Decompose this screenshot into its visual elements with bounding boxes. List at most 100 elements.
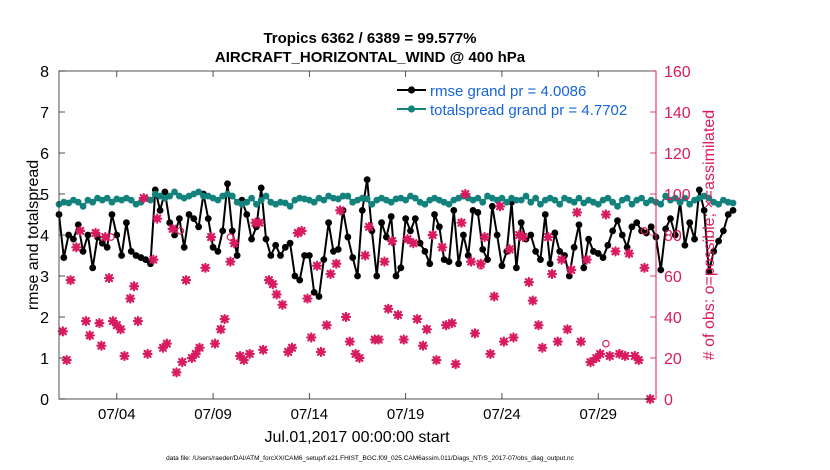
series-point-rmse — [84, 231, 92, 239]
obs-assimilated-marker — [194, 342, 205, 353]
y2-tick-label: 80 — [664, 228, 682, 245]
series-point-rmse — [103, 243, 111, 251]
series-point-rmse — [224, 180, 231, 188]
obs-assimilated-marker — [475, 258, 486, 269]
obs-assimilated-marker — [125, 293, 136, 304]
series-point-totalspread — [479, 198, 487, 206]
obs-assimilated-marker — [111, 320, 122, 331]
series-point-totalspread — [570, 198, 578, 206]
y-tick-label: 6 — [40, 146, 49, 163]
series-point-rmse — [373, 272, 381, 280]
obs-assimilated-marker — [508, 332, 519, 343]
series-point-rmse — [628, 223, 636, 231]
series-point-totalspread — [686, 200, 694, 208]
series-point-rmse — [493, 231, 501, 239]
series-point-totalspread — [445, 200, 453, 208]
series-point-rmse — [281, 243, 289, 251]
series-point-totalspread — [387, 198, 395, 206]
series-point-totalspread — [729, 199, 737, 207]
obs-assimilated-marker — [115, 324, 126, 335]
obs-assimilated-marker — [107, 316, 119, 327]
x-axis: 07/04 07/09 07/14 07/19 07/24 07/29 — [98, 71, 617, 423]
series-point-totalspread — [522, 192, 530, 200]
series-point-rmse — [219, 227, 227, 235]
obs-assimilated-marker — [200, 262, 211, 273]
series-point-rmse — [354, 272, 361, 280]
series-point-rmse — [291, 272, 299, 280]
series-point-totalspread — [527, 198, 535, 206]
series-point-rmse — [89, 264, 97, 272]
series-point-rmse — [142, 256, 150, 263]
series-point-rmse — [98, 239, 106, 247]
obs-assimilated-marker — [537, 342, 548, 353]
obs-assimilated-marker — [206, 231, 217, 243]
obs-assimilated-marker — [383, 303, 394, 314]
series-point-rmse — [209, 243, 217, 251]
y2-tick-label: 120 — [664, 146, 691, 163]
series-point-totalspread — [195, 188, 203, 196]
obs-assimilated-marker — [325, 268, 336, 280]
obs-assimilated-marker — [485, 348, 496, 359]
series-point-rmse — [609, 227, 617, 235]
series-point-totalspread — [681, 194, 689, 202]
obs-assimilated-marker — [427, 229, 438, 241]
x-axis-label: Jul.01,2017 00:00:00 start — [264, 429, 450, 446]
obs-assimilated-marker — [402, 234, 413, 245]
obs-assimilated-marker — [148, 254, 159, 265]
obs-assimilated-marker — [225, 256, 236, 267]
series-point-rmse — [450, 207, 458, 214]
series-point-totalspread — [103, 194, 111, 202]
series-point-totalspread — [243, 198, 251, 206]
obs-assimilated-marker — [190, 348, 201, 359]
obs-assimilated-marker — [620, 350, 631, 362]
obs-assimilated-marker — [57, 326, 68, 337]
x-tick-label: 07/19 — [387, 406, 425, 423]
series-point-rmse — [532, 248, 540, 255]
obs-assimilated-marker — [132, 316, 144, 327]
obs-assimilated-marker — [335, 205, 346, 216]
series-point-rmse — [190, 215, 198, 223]
series-point-rmse — [243, 211, 251, 218]
obs-assimilated-marker — [363, 221, 375, 232]
obs-assimilated-marker — [460, 188, 471, 200]
series-point-rmse — [60, 254, 68, 261]
obs-assimilated-marker — [479, 231, 490, 243]
series-point-rmse — [488, 202, 496, 210]
series-point-rmse — [363, 176, 371, 184]
series-point-rmse — [349, 254, 357, 261]
series-point-rmse — [498, 262, 506, 270]
obs-assimilated-marker — [417, 340, 429, 351]
series-point-totalspread — [551, 196, 559, 204]
obs-assimilated-marker — [604, 350, 615, 362]
series-point-totalspread — [200, 192, 207, 200]
obs-assimilated-marker — [450, 359, 461, 370]
obs-assimilated-marker — [437, 242, 448, 253]
series-point-totalspread — [320, 196, 328, 204]
series-point-totalspread — [253, 200, 260, 208]
obs-assimilated-marker — [315, 346, 327, 357]
series-point-rmse — [387, 213, 395, 220]
obs-assimilated-marker — [234, 350, 246, 362]
obs-assimilated-marker — [466, 256, 477, 267]
series-point-rmse — [537, 256, 544, 263]
obs-assimilated-marker — [263, 275, 275, 286]
obs-assimilated-marker — [267, 279, 278, 290]
series-point-totalspread — [368, 200, 376, 208]
obs-assimilated-marker — [181, 275, 192, 286]
series-point-rmse — [70, 235, 77, 243]
obs-assimilated-marker — [600, 209, 612, 220]
y-axis-label: rmse and totalspread — [25, 160, 42, 310]
obs-assimilated-marker — [306, 332, 317, 343]
series-point-rmse — [320, 256, 328, 263]
y2-tick-label: 40 — [664, 310, 682, 327]
obs-assimilated-marker — [94, 318, 105, 329]
obs-assimilated-marker — [623, 248, 635, 259]
y-tick-label: 8 — [40, 64, 49, 81]
series-point-totalspread — [310, 198, 318, 206]
series-point-rmse — [305, 252, 313, 259]
series-point-rmse — [156, 207, 164, 214]
obs-assimilated-marker — [65, 275, 76, 286]
series-point-rmse — [358, 207, 366, 214]
obs-assimilated-marker — [157, 342, 169, 353]
